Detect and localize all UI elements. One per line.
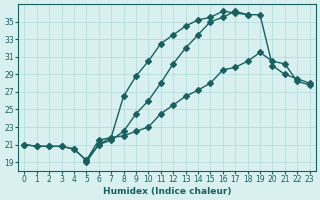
X-axis label: Humidex (Indice chaleur): Humidex (Indice chaleur) (103, 187, 231, 196)
